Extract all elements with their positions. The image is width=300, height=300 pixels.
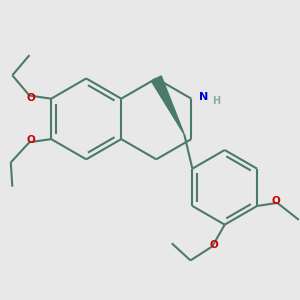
Text: O: O (271, 196, 280, 206)
Text: O: O (27, 93, 35, 103)
Text: H: H (212, 96, 220, 106)
Text: O: O (27, 135, 35, 145)
Text: O: O (209, 240, 218, 250)
Text: N: N (199, 92, 208, 102)
Polygon shape (151, 76, 184, 134)
